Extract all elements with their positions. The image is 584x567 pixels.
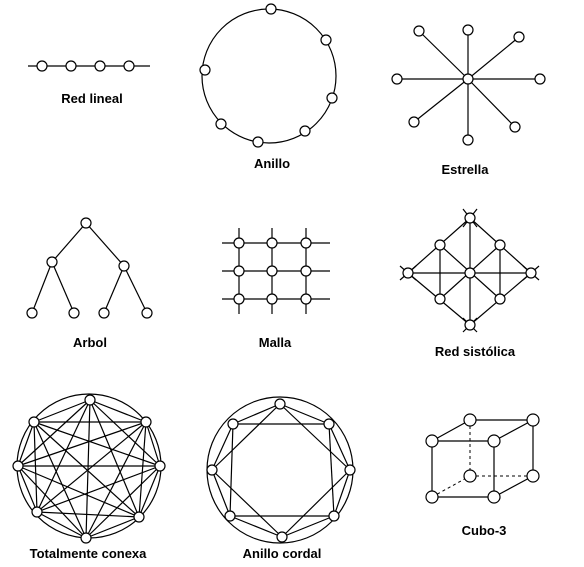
label-estrella: Estrella: [442, 162, 490, 177]
diagram-cubo-3: [425, 413, 540, 504]
label-red-sistolica: Red sistólica: [435, 344, 516, 359]
diagram-anillo: [199, 3, 338, 148]
diagram-red-sistolica: [399, 208, 540, 333]
label-anillo: Anillo: [254, 156, 290, 171]
diagram-arbol: [26, 217, 153, 319]
diagram-anillo-cordal: [206, 396, 356, 544]
diagram-estrella: [391, 24, 546, 146]
label-cubo-3: Cubo-3: [462, 523, 507, 538]
label-malla: Malla: [259, 335, 292, 350]
diagram-malla: [222, 228, 330, 314]
label-arbol: Arbol: [73, 335, 107, 350]
diagram-red-lineal: [28, 60, 150, 72]
diagram-totalmente-conexa: [12, 393, 166, 544]
label-totalmente-conexa: Totalmente conexa: [30, 546, 148, 561]
label-anillo-cordal: Anillo cordal: [243, 546, 322, 561]
label-red-lineal: Red lineal: [61, 91, 122, 106]
